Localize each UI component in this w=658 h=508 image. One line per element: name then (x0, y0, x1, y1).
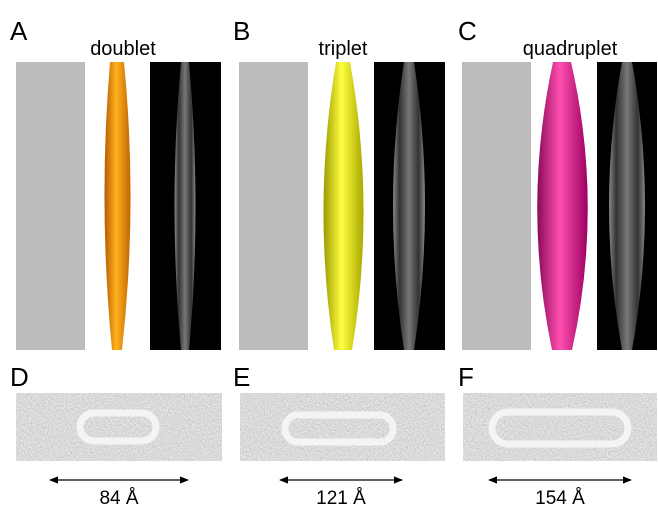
panel-letter: F (458, 362, 474, 392)
panel-title: quadruplet (523, 38, 618, 60)
helix-model (537, 62, 588, 350)
micrograph (239, 62, 308, 350)
micrograph (16, 62, 85, 350)
panel-d (16, 393, 222, 484)
panel-letter: C (458, 16, 477, 46)
projection-shape (174, 62, 196, 350)
panel-f (463, 393, 657, 484)
helix-model (323, 62, 364, 350)
panel-letter: A (10, 16, 28, 46)
projection-shape (393, 62, 425, 350)
measurement: 84 Å (99, 488, 138, 508)
panel-letter: D (10, 362, 29, 392)
ring (76, 409, 160, 445)
cross-section (16, 393, 222, 461)
panel-letter: E (233, 362, 250, 392)
panel-e (240, 393, 445, 484)
measurement: 121 Å (316, 488, 366, 508)
panel-title: triplet (319, 38, 368, 60)
helix-model (104, 62, 131, 350)
micrograph (462, 62, 531, 350)
panel-b (239, 62, 445, 350)
panel-a (16, 62, 221, 350)
ring (488, 408, 632, 448)
cross-section (240, 393, 445, 461)
measurement: 154 Å (535, 488, 585, 508)
projection-shape (609, 62, 645, 350)
panel-letter: B (233, 16, 250, 46)
ring (281, 411, 397, 446)
panel-title: doublet (90, 38, 156, 60)
panel-c (462, 62, 657, 350)
